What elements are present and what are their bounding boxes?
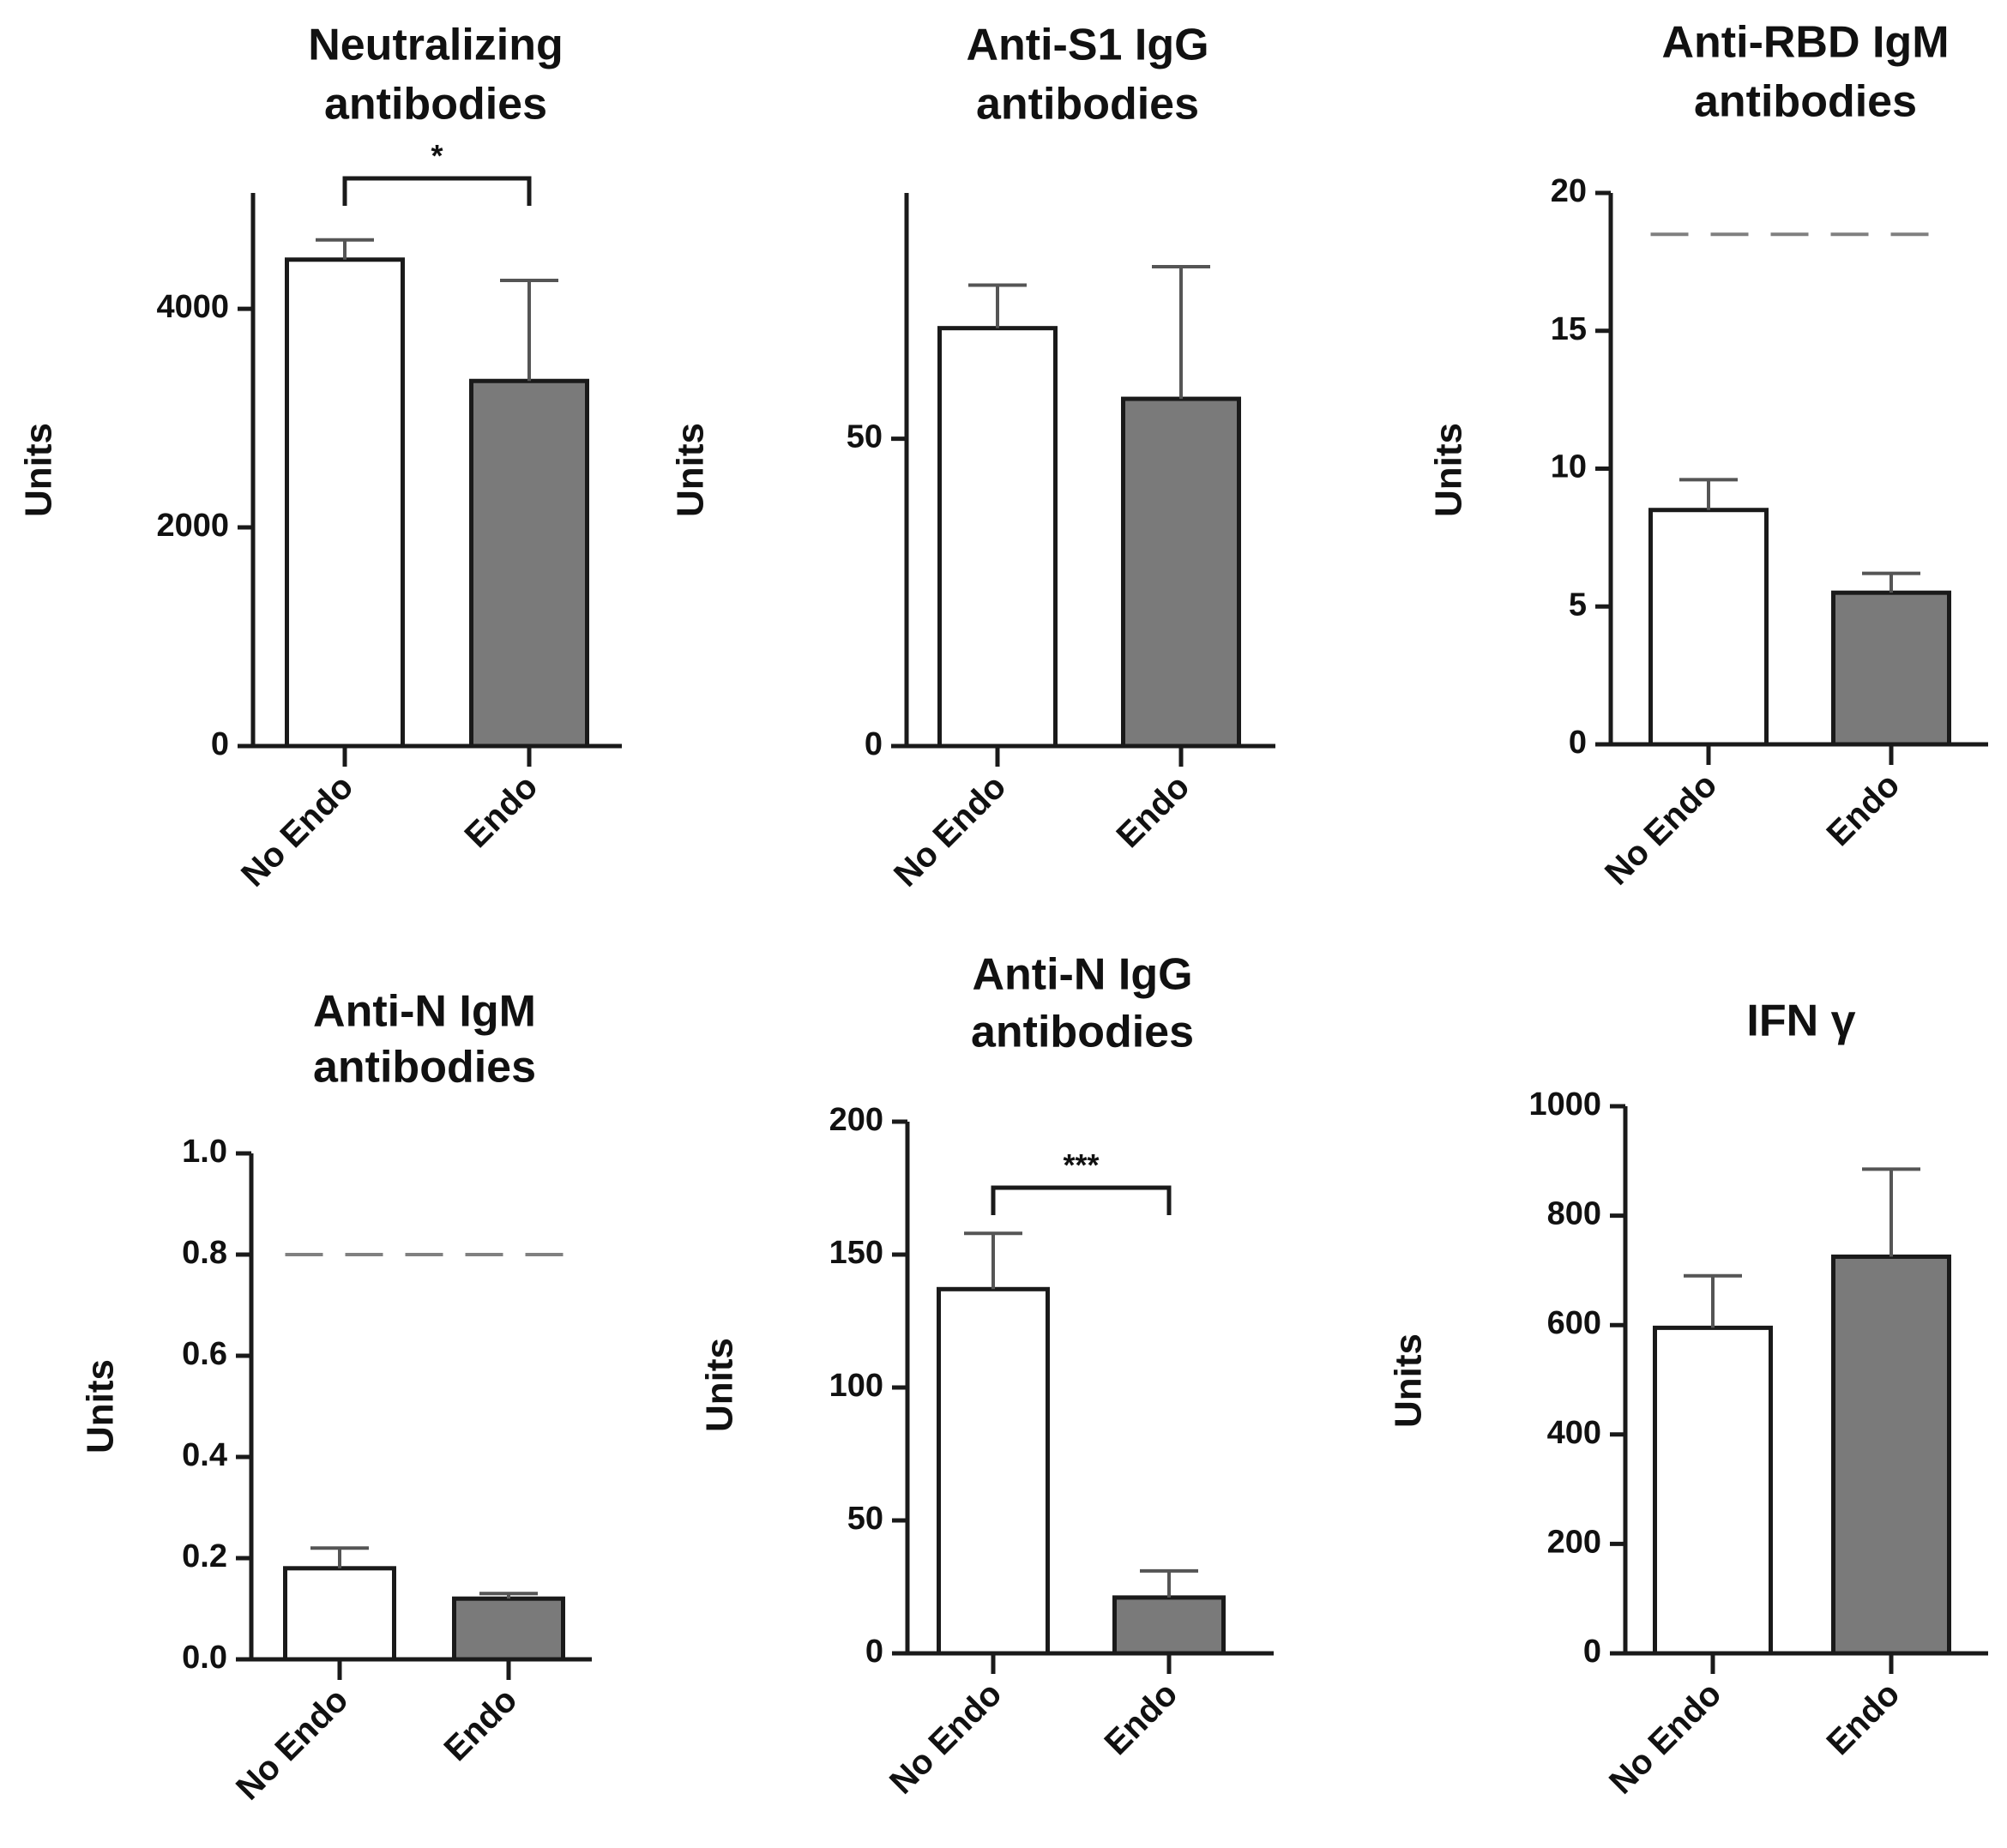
chart-title: antibodies [971, 1008, 1194, 1057]
chart-title: Anti-N IgM [313, 987, 536, 1037]
x-tick-label-no-endo: No Endo [1602, 1675, 1728, 1801]
chart-title: Anti-RBD IgM [1661, 18, 1949, 68]
chart-title: antibodies [976, 80, 1199, 129]
x-tick-label-no-endo: No Endo [887, 767, 1013, 894]
y-tick-label: 1.0 [182, 1134, 227, 1170]
y-tick-label: 5 [1569, 587, 1587, 623]
chart-panel-5: Anti-N IgG antibodies Units 0 50 100 150 200 No … [699, 950, 1274, 1802]
y-tick-label: 0 [865, 726, 883, 762]
x-tick-label-endo: Endo [1110, 767, 1197, 855]
y-tick-label: 150 [829, 1235, 883, 1271]
y-tick-label: 4000 [156, 289, 229, 325]
y-tick-label: 1000 [1528, 1087, 1601, 1123]
chart-panel-3: Anti-RBD IgM antibodies Units 0 5 10 15 20 No En… [1428, 18, 1988, 893]
y-tick-label: 50 [847, 419, 883, 455]
bar-endo [1831, 590, 1951, 747]
x-tick-label-endo: Endo [458, 767, 545, 855]
chart-title: antibodies [324, 80, 547, 129]
y-axis-label: Units [670, 423, 712, 517]
chart-title: IFN γ [1746, 996, 1855, 1046]
y-tick-label: 0 [211, 726, 229, 762]
y-tick-label: 0 [1569, 725, 1587, 761]
y-tick-label: 600 [1547, 1305, 1601, 1341]
y-tick-label: 0.4 [182, 1437, 227, 1473]
x-tick-label-no-endo: No Endo [883, 1675, 1009, 1801]
bar-endo [1121, 396, 1241, 749]
significance-bracket [342, 176, 532, 206]
x-tick-label-no-endo: No Endo [229, 1681, 355, 1807]
y-tick-label: 0 [865, 1634, 883, 1670]
bar-no-endo [285, 257, 405, 749]
bar-endo [452, 1596, 565, 1662]
y-axis-label: Units [18, 423, 60, 517]
y-tick-label: 15 [1551, 311, 1587, 347]
significance-bracket [991, 1185, 1172, 1215]
bar-no-endo [1648, 508, 1769, 747]
y-tick-label: 0.6 [182, 1336, 227, 1372]
significance-label: *** [1063, 1147, 1099, 1183]
x-tick-label-no-endo: No Endo [1598, 766, 1724, 892]
bar-endo [1112, 1595, 1226, 1656]
y-tick-label: 2000 [156, 508, 229, 544]
x-tick-label-endo: Endo [1098, 1675, 1185, 1762]
y-tick-label: 10 [1551, 449, 1587, 485]
y-tick-label: 50 [847, 1501, 883, 1537]
x-tick-label-endo: Endo [437, 1681, 525, 1768]
y-tick-label: 100 [829, 1368, 883, 1404]
y-axis-label: Units [1428, 423, 1470, 517]
y-tick-label: 400 [1547, 1415, 1601, 1451]
significance-label: * [431, 138, 443, 173]
chart-panel-2: Anti-S1 IgG antibodies Units 0 50 No Endo Endo [670, 21, 1275, 894]
x-tick-label-no-endo: No Endo [234, 767, 360, 894]
y-axis-label: Units [1388, 1333, 1430, 1428]
chart-title: Neutralizing [308, 21, 564, 70]
y-tick-label: 0 [1583, 1634, 1601, 1670]
y-tick-label: 0.8 [182, 1235, 227, 1271]
chart-title: Anti-N IgG [972, 950, 1192, 1000]
x-tick-label-endo: Endo [1820, 766, 1908, 853]
bar-no-endo [937, 326, 1058, 749]
y-axis-label: Units [80, 1359, 122, 1454]
bar-endo [1831, 1254, 1951, 1656]
bar-no-endo [283, 1566, 396, 1662]
y-tick-label: 0.2 [182, 1538, 227, 1574]
chart-panel-6: IFN γ Units 0 200 400 600 800 1000 No Endo Endo [1388, 996, 1988, 1802]
chart-title: antibodies [1694, 77, 1917, 127]
y-tick-label: 0.0 [182, 1640, 227, 1676]
chart-title: antibodies [313, 1043, 536, 1093]
y-tick-label: 800 [1547, 1196, 1601, 1232]
y-tick-label: 20 [1551, 173, 1587, 209]
y-axis-label: Units [699, 1338, 741, 1432]
chart-panel-4: Anti-N IgM antibodies Units 0.0 0.2 0.4 0.6 0.8… [80, 987, 592, 1808]
y-tick-label: 200 [1547, 1524, 1601, 1560]
bar-no-endo [937, 1286, 1050, 1656]
chart-title: Anti-S1 IgG [966, 21, 1208, 70]
bar-endo [469, 378, 589, 749]
y-tick-label: 200 [829, 1102, 883, 1138]
chart-panel-1: Neutralizing antibodies Units 0 2000 4000 No E… [18, 21, 622, 894]
x-tick-label-endo: Endo [1820, 1675, 1908, 1762]
bar-no-endo [1653, 1325, 1773, 1656]
